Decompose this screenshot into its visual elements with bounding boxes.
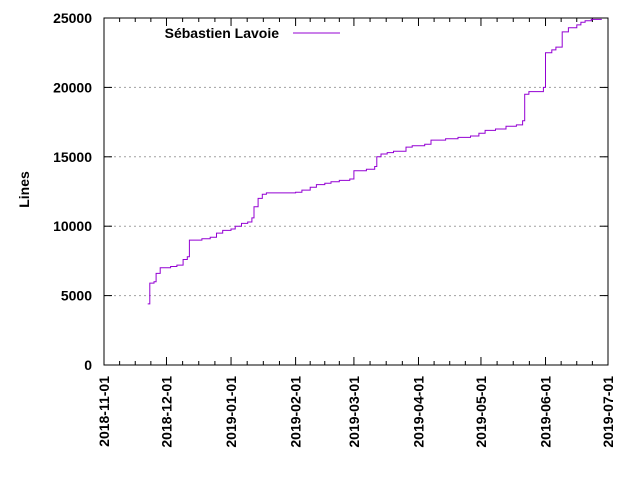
y-tick-label: 0 — [84, 357, 92, 373]
x-tick-label: 2019-03-01 — [346, 376, 362, 448]
x-tick-label: 2019-04-01 — [410, 376, 426, 448]
plot-frame — [103, 17, 609, 366]
y-axis-title: Lines — [16, 171, 32, 208]
y-tick-label: 10000 — [53, 218, 92, 234]
x-tick-label: 2018-12-01 — [158, 376, 174, 448]
x-tick-label: 2019-06-01 — [538, 376, 554, 448]
x-tick-label: 2019-02-01 — [288, 376, 304, 448]
x-tick-labels: 2018-11-01 2018-12-01 2019-01-01 2019-02-01… — [96, 376, 616, 448]
legend-label: Sébastien Lavoie — [165, 25, 280, 41]
grid-lines — [104, 86, 608, 297]
y-tick-label: 15000 — [53, 149, 92, 165]
y-tick-label: 20000 — [53, 79, 92, 95]
x-tick-label: 2018-11-01 — [96, 376, 112, 447]
legend: Sébastien Lavoie — [165, 25, 340, 41]
axis-ticks — [103, 17, 609, 366]
y-tick-label: 25000 — [53, 10, 92, 26]
x-tick-label: 2019-07-01 — [600, 376, 616, 448]
y-tick-labels: 0 5000 10000 15000 20000 25000 — [53, 10, 92, 373]
series-line — [147, 18, 602, 305]
x-tick-label: 2019-01-01 — [223, 376, 239, 448]
x-tick-label: 2019-05-01 — [473, 376, 489, 448]
y-tick-label: 5000 — [61, 288, 92, 304]
